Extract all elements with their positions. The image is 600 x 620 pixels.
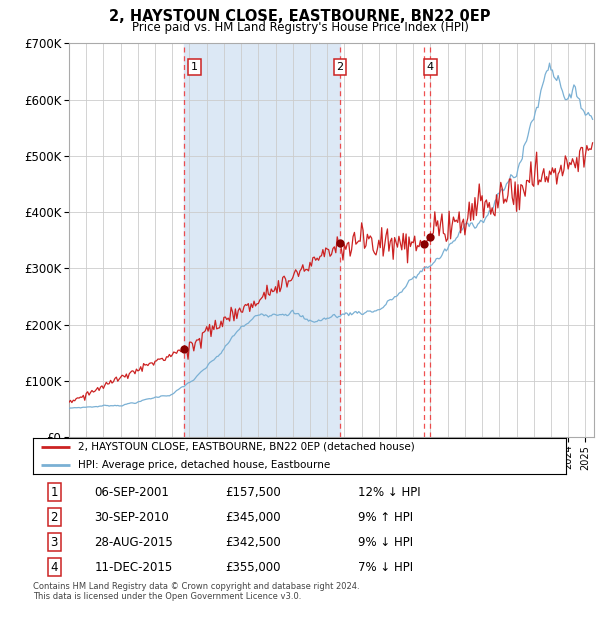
Text: 2: 2: [337, 62, 344, 72]
Bar: [184, 43, 340, 437]
Text: 28-AUG-2015: 28-AUG-2015: [94, 536, 173, 549]
Text: Price paid vs. HM Land Registry's House Price Index (HPI): Price paid vs. HM Land Registry's House …: [131, 21, 469, 34]
Text: £342,500: £342,500: [225, 536, 281, 549]
Text: 1: 1: [191, 62, 198, 72]
Text: 2: 2: [50, 511, 58, 524]
Text: 2, HAYSTOUN CLOSE, EASTBOURNE, BN22 0EP (detached house): 2, HAYSTOUN CLOSE, EASTBOURNE, BN22 0EP …: [78, 441, 415, 452]
Text: 11-DEC-2015: 11-DEC-2015: [94, 560, 173, 574]
Text: 4: 4: [427, 62, 434, 72]
Text: 30-SEP-2010: 30-SEP-2010: [94, 511, 169, 524]
Text: 4: 4: [50, 560, 58, 574]
Text: 2, HAYSTOUN CLOSE, EASTBOURNE, BN22 0EP: 2, HAYSTOUN CLOSE, EASTBOURNE, BN22 0EP: [109, 9, 491, 24]
Text: 06-SEP-2001: 06-SEP-2001: [94, 485, 169, 498]
Text: 3: 3: [50, 536, 58, 549]
Text: £355,000: £355,000: [225, 560, 280, 574]
Text: £157,500: £157,500: [225, 485, 281, 498]
Text: 7% ↓ HPI: 7% ↓ HPI: [358, 560, 413, 574]
Text: 12% ↓ HPI: 12% ↓ HPI: [358, 485, 421, 498]
Text: 9% ↓ HPI: 9% ↓ HPI: [358, 536, 413, 549]
Text: £345,000: £345,000: [225, 511, 280, 524]
Text: HPI: Average price, detached house, Eastbourne: HPI: Average price, detached house, East…: [78, 459, 331, 470]
Text: Contains HM Land Registry data © Crown copyright and database right 2024.
This d: Contains HM Land Registry data © Crown c…: [33, 582, 359, 601]
Text: 1: 1: [50, 485, 58, 498]
Text: 9% ↑ HPI: 9% ↑ HPI: [358, 511, 413, 524]
